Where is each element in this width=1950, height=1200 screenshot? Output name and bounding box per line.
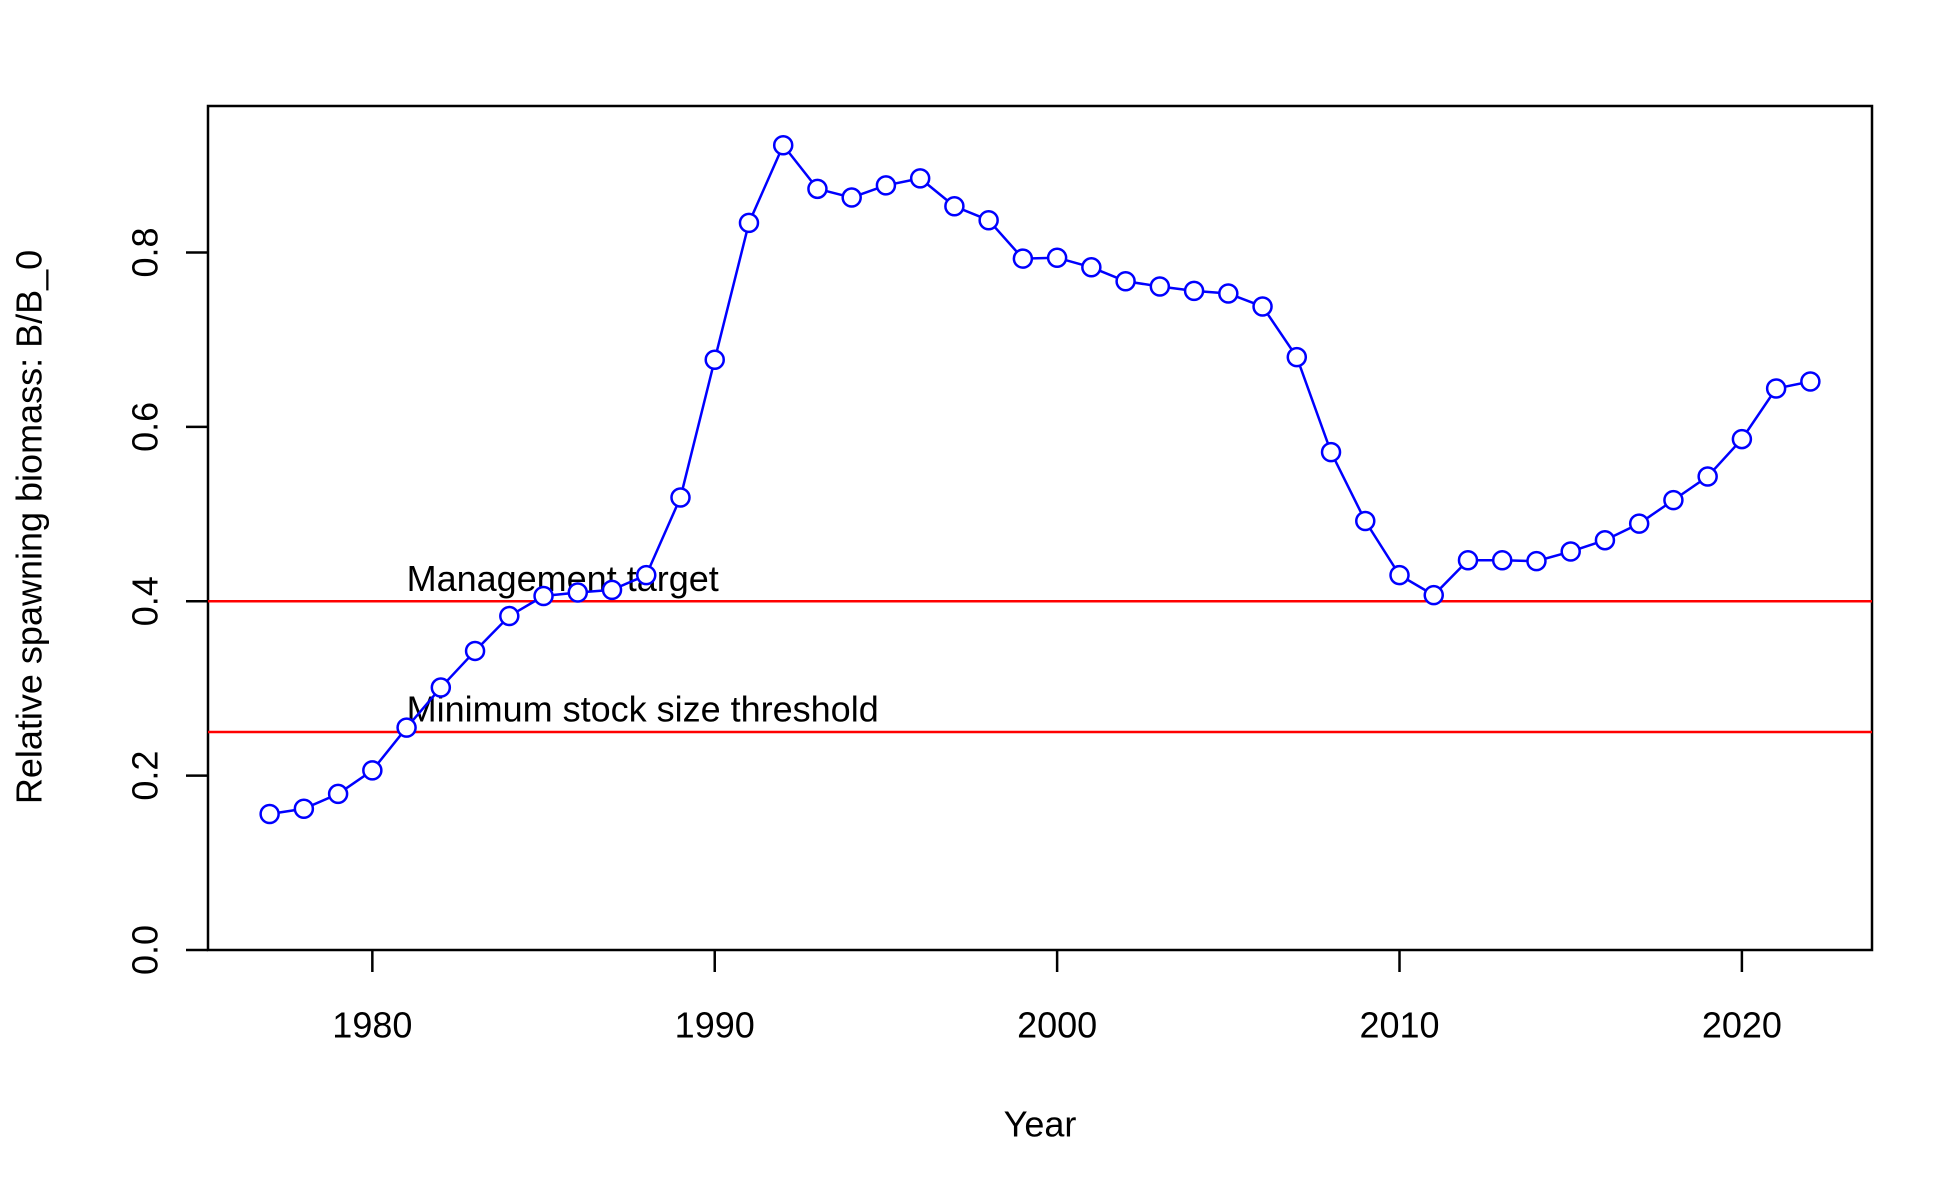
- x-tick-label: 2020: [1702, 1005, 1782, 1046]
- data-point: [1526, 550, 1547, 572]
- data-point: [1320, 441, 1342, 463]
- data-point: [909, 168, 931, 189]
- y-axis-label: Relative spawning biomass: B/B_0: [9, 250, 50, 804]
- data-point: [1252, 296, 1273, 317]
- plot-frame: [206, 104, 1874, 952]
- x-tick-label: 2000: [1017, 1005, 1097, 1046]
- data-point: [807, 178, 828, 200]
- data-point: [1389, 564, 1410, 586]
- data-point: [259, 803, 280, 825]
- data-point: [944, 196, 965, 217]
- data-point: [1457, 550, 1479, 571]
- data-point: [533, 585, 554, 607]
- data-point: [1628, 513, 1650, 534]
- data-point: [875, 175, 897, 196]
- data-point: [1560, 541, 1581, 562]
- data-point: [1423, 584, 1444, 606]
- data-point: [1115, 271, 1136, 292]
- data-point: [1491, 550, 1513, 571]
- data-point: [327, 783, 349, 805]
- y-tick-label: 0.6: [125, 402, 166, 452]
- data-point: [1800, 371, 1821, 392]
- y-tick-label: 0.8: [125, 227, 166, 277]
- data-point: [738, 212, 760, 234]
- data-point: [430, 677, 452, 698]
- data-point: [1355, 510, 1376, 532]
- x-tick-label: 1990: [675, 1005, 755, 1046]
- data-point: [1081, 257, 1102, 278]
- data-point: [293, 798, 315, 820]
- data-point: [1594, 529, 1616, 551]
- data-point: [464, 640, 486, 662]
- data-point: [396, 717, 417, 738]
- reference-label: Minimum stock size threshold: [407, 689, 879, 730]
- data-point: [499, 605, 520, 627]
- data-point: [1012, 248, 1034, 269]
- data-point: [601, 579, 623, 601]
- data-point: [1218, 283, 1239, 304]
- data-point: [1046, 247, 1068, 268]
- x-tick-label: 1980: [332, 1005, 412, 1046]
- data-point: [772, 134, 794, 156]
- data-point: [567, 582, 589, 603]
- data-point: [841, 187, 862, 208]
- data-point: [1731, 428, 1753, 450]
- y-tick-label: 0.4: [125, 576, 166, 626]
- data-point: [704, 349, 725, 370]
- data-point: [636, 564, 657, 586]
- data-point: [670, 487, 691, 508]
- data-point: [978, 209, 999, 231]
- x-tick-label: 2010: [1359, 1005, 1439, 1046]
- y-tick-label: 0.2: [125, 751, 166, 801]
- data-line: [269, 142, 1811, 816]
- x-axis-label: Year: [1004, 1104, 1077, 1145]
- y-tick-label: 0.0: [125, 925, 166, 975]
- data-point: [1183, 280, 1205, 302]
- data-point: [1286, 346, 1308, 368]
- reference-label: Management target: [407, 558, 719, 599]
- data-point: [362, 760, 383, 781]
- data-point: [1149, 276, 1171, 297]
- data-point: [1663, 489, 1684, 511]
- data-point: [1765, 378, 1787, 399]
- data-point: [1697, 466, 1718, 487]
